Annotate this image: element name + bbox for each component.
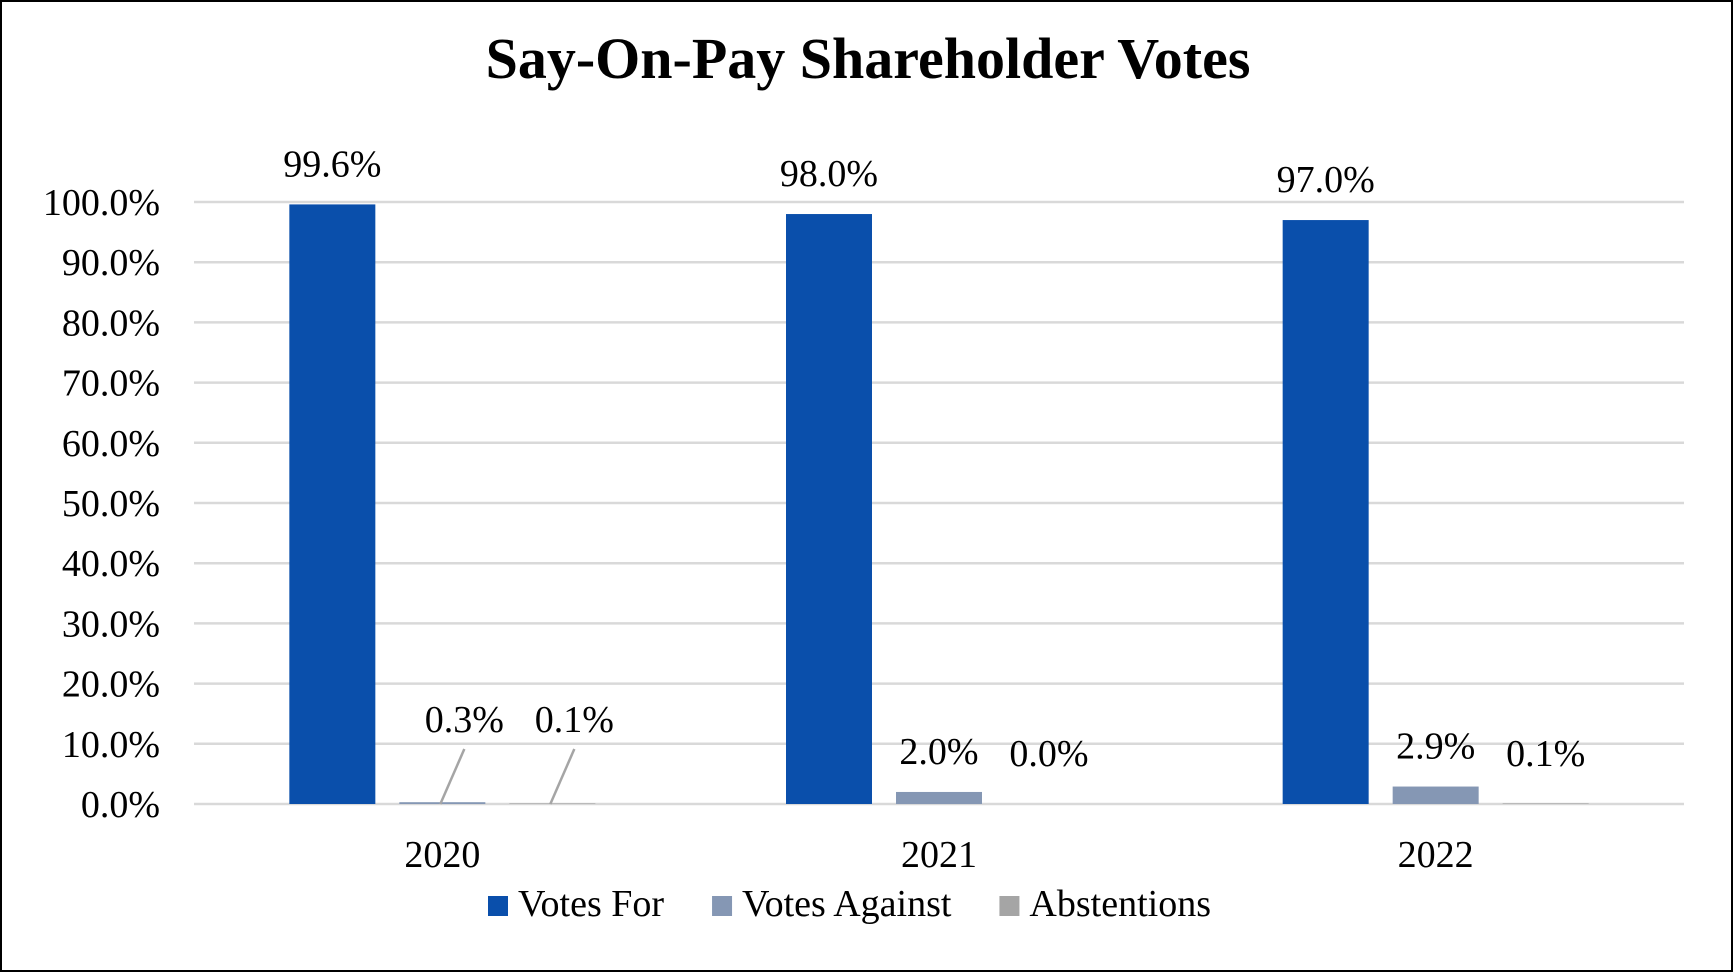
legend-item-votes-for: Votes For: [488, 883, 664, 925]
bar-votes-against: [399, 802, 486, 804]
y-tick-label: 60.0%: [62, 423, 160, 465]
data-label: 2.0%: [899, 731, 978, 773]
y-tick-label: 100.0%: [43, 182, 160, 224]
y-tick-label: 50.0%: [62, 483, 160, 525]
legend: Votes For Votes Against Abstentions: [488, 883, 1211, 925]
data-label: 0.1%: [1506, 733, 1585, 775]
y-tick-label: 10.0%: [62, 724, 160, 766]
leader-lines: [439, 748, 576, 805]
legend-item-abstentions: Abstentions: [999, 883, 1211, 925]
bar-abstentions: [1502, 803, 1589, 804]
bar-votes-for: [289, 204, 376, 804]
y-tick-label: 40.0%: [62, 543, 160, 585]
y-tick-label: 70.0%: [62, 363, 160, 405]
y-tick-label: 0.0%: [81, 784, 160, 826]
y-tick-label: 20.0%: [62, 664, 160, 706]
legend-label: Votes Against: [742, 883, 952, 925]
data-label: 99.6%: [283, 143, 381, 185]
data-label: 97.0%: [1277, 159, 1375, 201]
bar-votes-for: [1282, 220, 1369, 804]
y-tick-label: 80.0%: [62, 302, 160, 344]
legend-swatch: [488, 896, 508, 916]
y-axis-tick-labels: 0.0% 10.0% 20.0% 30.0% 40.0% 50.0% 60.0% 70.0% 8…: [43, 182, 160, 826]
data-label: 2.9%: [1396, 726, 1475, 768]
data-label: 0.1%: [535, 699, 614, 741]
data-label: 98.0%: [780, 153, 878, 195]
x-category-label: 2020: [404, 834, 480, 876]
data-label: 0.3%: [425, 699, 504, 741]
x-category-label: 2021: [901, 834, 977, 876]
bar-votes-for: [786, 214, 872, 805]
legend-label: Abstentions: [1029, 883, 1211, 925]
bar-votes-against: [896, 791, 982, 804]
y-tick-label: 30.0%: [62, 603, 160, 645]
x-category-label: 2022: [1398, 834, 1474, 876]
leader-line: [439, 748, 466, 805]
legend-item-votes-against: Votes Against: [712, 883, 952, 925]
legend-label: Votes For: [518, 883, 664, 925]
legend-swatch: [712, 896, 733, 916]
chart-title: Say-On-Pay Shareholder Votes: [486, 26, 1251, 91]
bar-abstentions: [509, 803, 596, 804]
data-label: 0.0%: [1009, 733, 1088, 775]
gridlines: [194, 200, 1684, 806]
legend-swatch: [999, 896, 1020, 916]
bar-votes-against: [1392, 786, 1479, 804]
data-labels: 99.6% 0.3% 0.1% 98.0% 2.0% 0.0% 97.0% 2.9% 0.1%: [283, 143, 1585, 775]
leader-line: [549, 748, 576, 805]
x-axis-category-labels: 2020 2021 2022: [404, 834, 1473, 876]
y-tick-label: 90.0%: [62, 242, 160, 284]
bars: [289, 204, 1589, 805]
